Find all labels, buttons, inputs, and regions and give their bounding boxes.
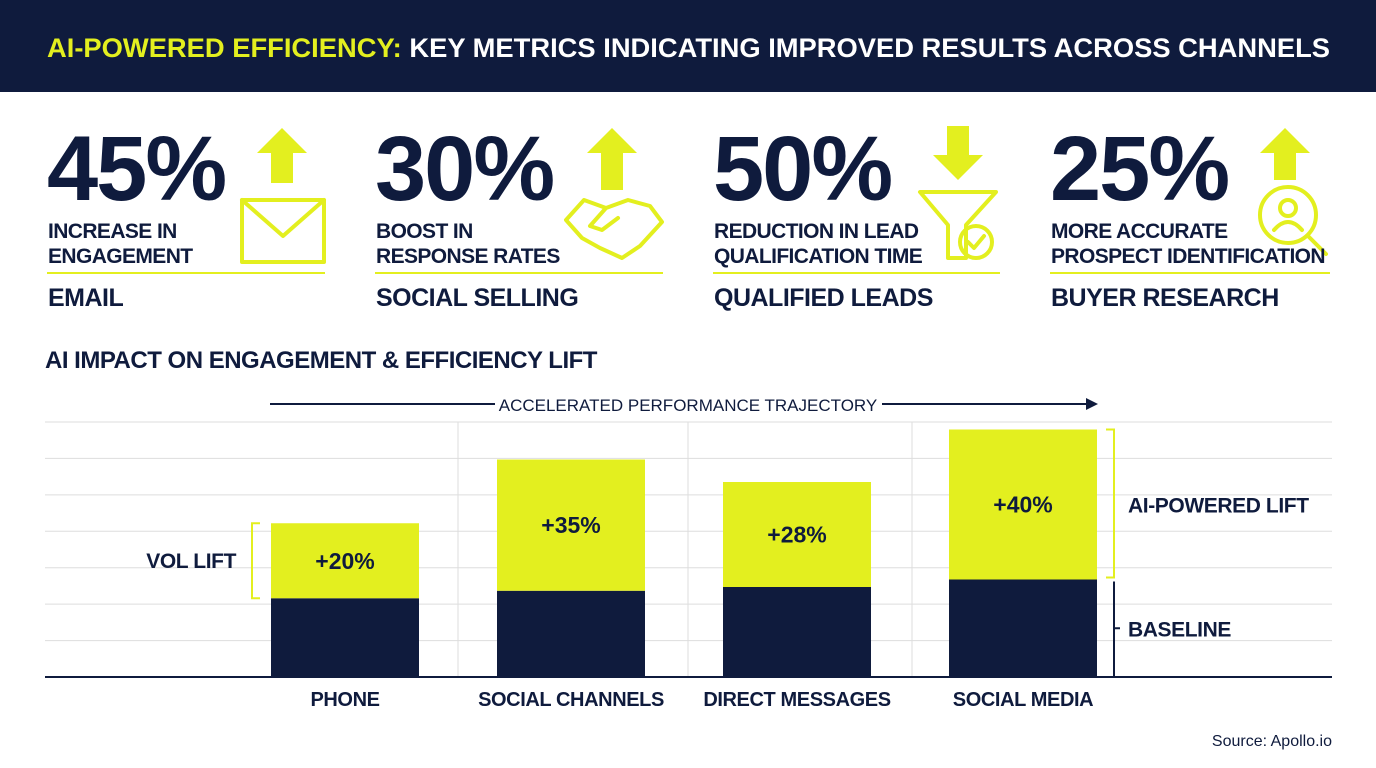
vol-lift-label: VOL LIFT — [146, 550, 236, 573]
stat-channel: EMAIL — [48, 284, 124, 312]
x-tick-label: DIRECT MESSAGES — [703, 689, 890, 711]
stat-channel: SOCIAL SELLING — [376, 284, 578, 312]
stat-description: BOOST IN — [376, 220, 473, 243]
chart-title: AI IMPACT ON ENGAGEMENT & EFFICIENCY LIF… — [45, 347, 598, 374]
stat-value: 45% — [47, 118, 225, 220]
stat-value: 50% — [713, 118, 891, 220]
stat-description: REDUCTION IN LEAD — [714, 220, 919, 243]
value-label: +28% — [767, 522, 826, 548]
bracket — [251, 522, 260, 600]
stat-description: ENGAGEMENT — [48, 245, 193, 268]
x-tick-label: SOCIAL MEDIA — [953, 689, 1093, 711]
x-tick-label: SOCIAL CHANNELS — [478, 689, 664, 711]
stat-description: RESPONSE RATES — [376, 245, 560, 268]
stat-value: 25% — [1050, 118, 1228, 220]
bar-segment — [949, 579, 1097, 677]
stat-value: 30% — [375, 118, 553, 220]
bar-segment — [497, 590, 645, 677]
stat-description: PROSPECT IDENTIFICATION — [1051, 245, 1325, 268]
legend-label: AI-POWERED LIFT — [1128, 495, 1309, 518]
source: Source: Apollo.io — [1212, 733, 1332, 750]
x-tick-label: PHONE — [310, 689, 379, 711]
value-label: +35% — [541, 512, 600, 538]
bar-segment — [723, 482, 871, 587]
icons — [240, 126, 1328, 264]
value-label: +20% — [315, 548, 374, 574]
bar-segment — [497, 459, 645, 591]
bar-segment — [271, 598, 419, 677]
value-label: +40% — [993, 492, 1052, 518]
trajectory-label: ACCELERATED PERFORMANCE TRAJECTORY — [499, 396, 877, 415]
stat-description: QUALIFICATION TIME — [714, 245, 923, 268]
bar-segment — [723, 587, 871, 677]
stat-description: MORE ACCURATE — [1051, 220, 1228, 243]
bar-segment — [271, 523, 419, 599]
header-title: AI-POWERED EFFICIENCY: KEY METRICS INDIC… — [47, 33, 1330, 63]
header-bar — [0, 0, 1376, 92]
stat-channel: BUYER RESEARCH — [1051, 284, 1279, 312]
trajectory-arrowhead — [1086, 398, 1098, 410]
stat-channel: QUALIFIED LEADS — [714, 284, 933, 312]
bracket — [1106, 428, 1115, 579]
bar-segment — [949, 429, 1097, 580]
title-highlight: AI-POWERED EFFICIENCY: — [47, 33, 402, 63]
title-rest: KEY METRICS INDICATING IMPROVED RESULTS … — [409, 33, 1330, 63]
stat-description: INCREASE IN — [48, 220, 177, 243]
bracket — [1113, 581, 1120, 677]
legend-label: BASELINE — [1128, 618, 1231, 641]
